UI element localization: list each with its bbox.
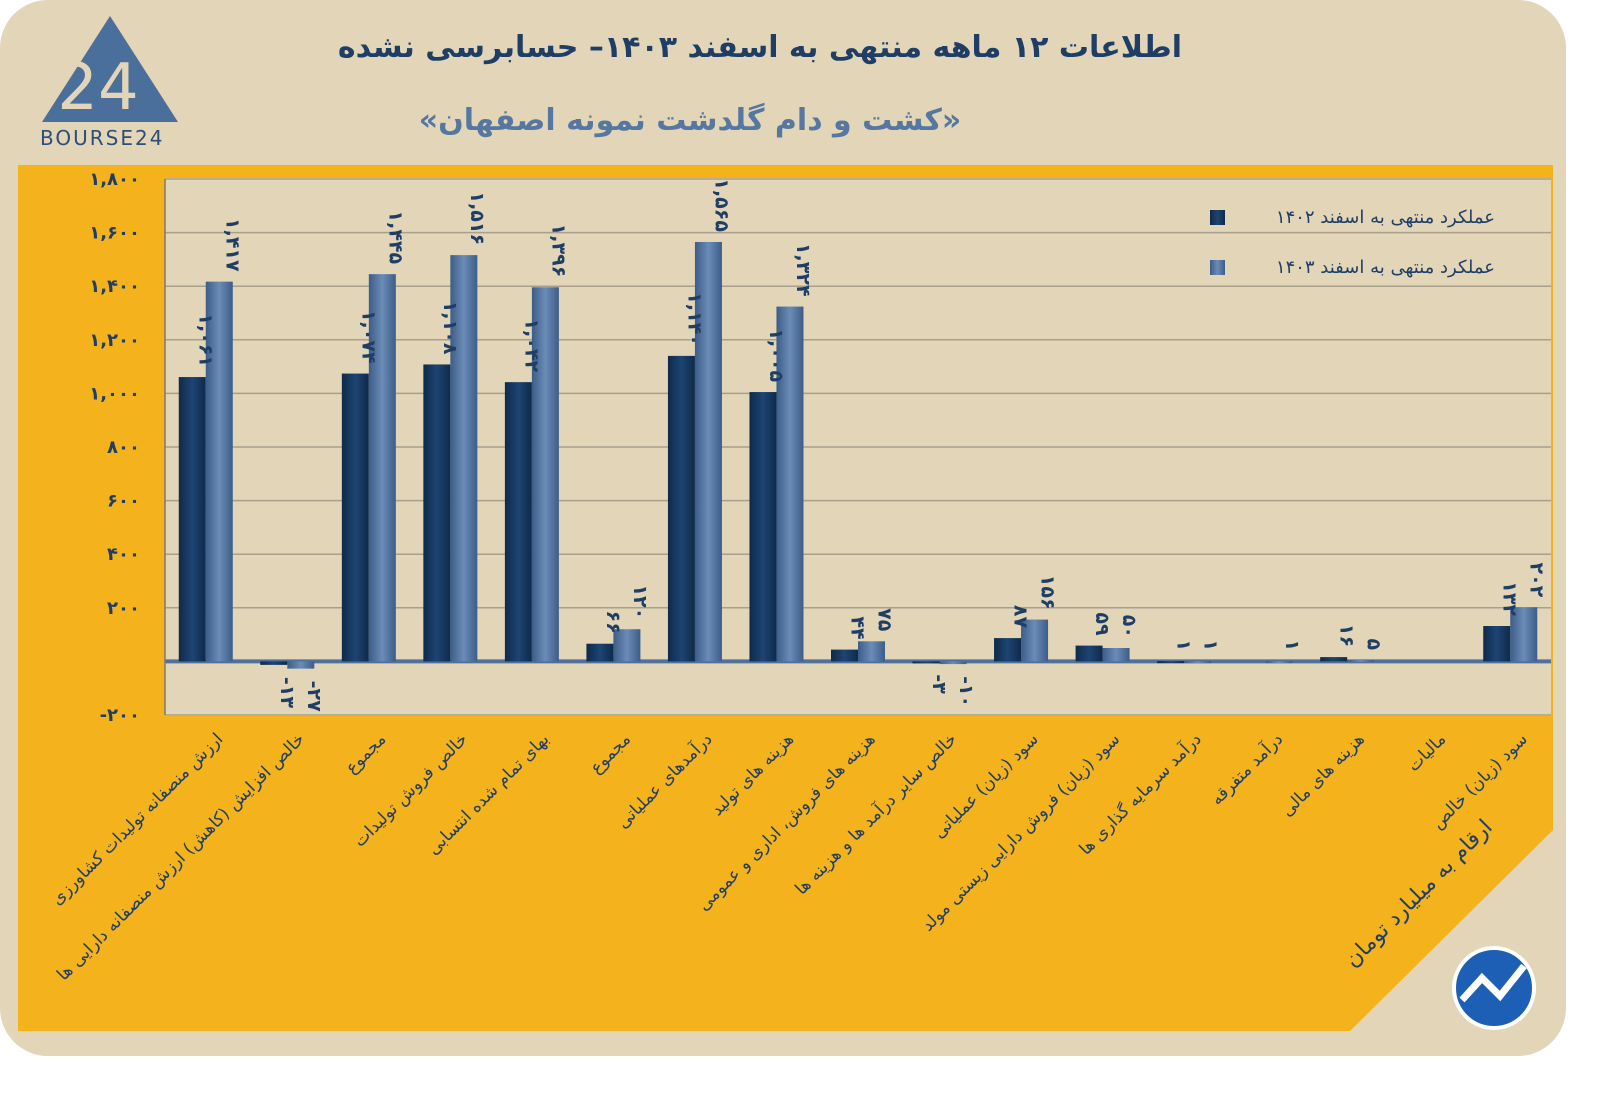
data-label: -۲۷ — [303, 681, 325, 712]
data-label: ۱۵۶ — [1037, 575, 1059, 610]
chart-title: اطلاعات ۱۲ ماهه منتهی به اسفند ۱۴۰۳– حسا… — [337, 30, 1183, 65]
bar-series-1 — [912, 661, 940, 664]
x-tick-label: مجموع — [342, 729, 391, 778]
data-label: ۵ — [1363, 638, 1385, 650]
data-label: ۵۹ — [1091, 612, 1113, 636]
bar-series-2 — [939, 661, 967, 665]
data-label: ۱,۰۷۴ — [357, 310, 379, 364]
x-tick-label: خالص سایر درآمد ها و هزینه ها — [790, 728, 961, 899]
bar-series-1 — [994, 638, 1022, 662]
data-label: ۱,۰۶۱ — [194, 313, 216, 367]
bar-series-2 — [450, 255, 478, 662]
bar-series-1 — [1483, 626, 1511, 662]
bar-series-2 — [1510, 607, 1538, 662]
y-tick-label: ۴۰۰ — [107, 544, 140, 565]
data-label: ۷۵ — [874, 608, 896, 632]
legend-label-2: عملکرد منتهی به اسفند ۱۴۰۳ — [1276, 257, 1495, 278]
bar-series-2 — [1021, 619, 1049, 662]
data-label: ۱۶ — [1336, 624, 1358, 647]
legend-swatch-1 — [1210, 210, 1225, 225]
legend-swatch-2 — [1210, 260, 1225, 275]
bar-series-2 — [1347, 660, 1375, 663]
y-tick-label: ۸۰۰ — [107, 437, 140, 458]
bar-series-2 — [368, 274, 396, 662]
bar-series-1 — [749, 392, 777, 662]
data-label: ۱,۰۴۲ — [520, 319, 542, 373]
y-tick-label: ۱,۲۰۰ — [89, 330, 140, 351]
y-tick-label: ۲۰۰ — [107, 598, 140, 619]
bar-series-1 — [423, 364, 451, 662]
bar-series-2 — [694, 241, 722, 662]
data-label: ۱,۰۰۵ — [765, 328, 787, 382]
bar-series-1 — [260, 661, 288, 665]
data-label: ۴۴ — [847, 616, 869, 639]
x-tick-label: مالیات — [1404, 729, 1451, 776]
bar-series-2 — [613, 629, 641, 662]
chart-subtitle: «کشت و دام گلدشت نمونه اصفهان» — [418, 103, 962, 138]
bar-series-1 — [1075, 645, 1103, 662]
data-label: ۱,۵۱۶ — [466, 192, 488, 246]
data-label: ۱ — [1173, 640, 1195, 652]
bar-series-1 — [831, 649, 858, 662]
bar-series-2 — [1184, 661, 1212, 664]
bar-series-2 — [858, 641, 885, 662]
data-label: -۳ — [928, 674, 950, 694]
data-label: ۱ — [1200, 640, 1222, 652]
bar-series-2 — [287, 661, 315, 669]
bar-series-1 — [1157, 661, 1185, 664]
data-label: ۱ — [1281, 640, 1303, 652]
data-label: ۶۶ — [602, 611, 624, 634]
data-label: ۱,۴۱۷ — [221, 218, 243, 272]
bar-series-2 — [205, 281, 233, 662]
data-label: -۱۰ — [955, 676, 977, 707]
y-tick-label: ۱,۶۰۰ — [89, 223, 140, 244]
x-tick-label: هزینه های تولید — [707, 729, 798, 820]
x-tick-label: ارزش منصفانه تولیدات کشاورزی — [47, 729, 227, 909]
data-label: ۵۰ — [1118, 615, 1140, 638]
data-label: -۱۳ — [276, 677, 298, 708]
data-label: ۸۷ — [1010, 605, 1032, 629]
y-tick-label: -۲۰۰ — [100, 705, 140, 726]
data-label: ۱,۱۰۸ — [439, 301, 461, 355]
x-tick-label: هزینه های مالی — [1277, 729, 1368, 820]
bar-series-2 — [531, 287, 559, 662]
x-tick-label: درآمد متفرقه — [1206, 728, 1288, 810]
bar-series-2 — [1265, 661, 1293, 664]
bourse24-logo: 24 — [42, 16, 178, 125]
data-label: ۱,۳۲۴ — [792, 243, 814, 297]
x-tick-label: مجموع — [586, 729, 635, 778]
y-tick-label: ۶۰۰ — [107, 491, 140, 512]
bar-series-1 — [504, 382, 532, 662]
data-label: ۱,۱۴۰ — [683, 292, 705, 346]
bar-series-1 — [178, 377, 206, 662]
bar-series-1 — [586, 643, 614, 662]
svg-text:24: 24 — [57, 51, 138, 125]
y-tick-label: ۱,۸۰۰ — [89, 169, 140, 190]
data-label: ۱,۳۹۶ — [547, 224, 569, 278]
bar-series-2 — [1102, 648, 1130, 662]
y-tick-label: ۱,۰۰۰ — [89, 383, 140, 404]
data-label: ۱۳۲ — [1499, 581, 1521, 616]
bar-series-1 — [341, 373, 369, 662]
bar-series-1 — [1320, 657, 1348, 662]
bar-series-2 — [776, 306, 804, 662]
y-tick-label: ۱,۴۰۰ — [89, 276, 140, 297]
data-label: ۱,۵۶۵ — [710, 178, 732, 232]
logo-text: BOURSE24 — [40, 126, 165, 150]
data-label: ۱۲۰ — [629, 584, 651, 619]
brand-icon — [1452, 946, 1536, 1030]
bar-series-1 — [667, 355, 695, 662]
x-tick-label: هزینه های فروش، اداری و عمومی — [694, 729, 880, 915]
legend-label-1: عملکرد منتهی به اسفند ۱۴۰۲ — [1276, 207, 1495, 228]
data-label: ۱,۴۴۵ — [384, 211, 406, 265]
data-label: ۲۰۲ — [1526, 562, 1548, 597]
